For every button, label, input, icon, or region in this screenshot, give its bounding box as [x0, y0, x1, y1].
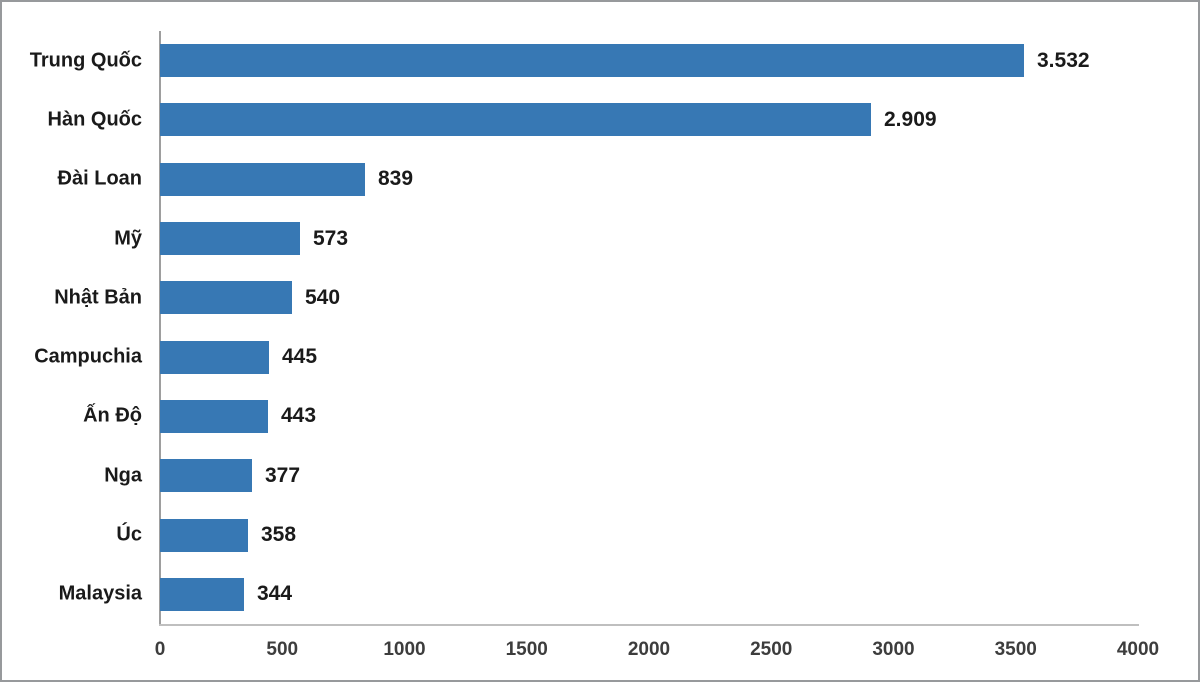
bar — [160, 162, 365, 196]
x-tick-label: 500 — [266, 639, 299, 660]
category-label: Đài Loan — [57, 167, 142, 190]
x-tick-label: 3000 — [872, 639, 915, 660]
bar — [160, 399, 268, 433]
category-label: Mỹ — [114, 227, 142, 250]
category-label: Ấn Độ — [83, 404, 142, 427]
category-label: Úc — [116, 523, 142, 546]
value-label: 358 — [261, 523, 297, 547]
value-label: 445 — [282, 345, 318, 369]
bar — [160, 518, 248, 552]
value-label: 573 — [313, 226, 349, 250]
value-label: 839 — [378, 167, 414, 191]
x-tick-label: 2000 — [627, 639, 671, 660]
x-tick-label: 1500 — [505, 639, 548, 660]
value-label: 344 — [257, 582, 293, 606]
category-label: Trung Quốc — [29, 49, 142, 72]
x-tick-label: 4000 — [1116, 639, 1160, 660]
category-label: Malaysia — [58, 582, 142, 605]
x-tick-label: 1000 — [383, 639, 426, 660]
category-label: Nhật Bản — [54, 286, 142, 309]
bar — [160, 577, 244, 611]
bar — [160, 222, 300, 256]
value-label: 540 — [305, 285, 341, 309]
value-label: 443 — [281, 404, 317, 428]
x-axis-line — [159, 624, 1139, 626]
x-tick-label: 3500 — [994, 639, 1037, 660]
value-label: 2.909 — [884, 107, 937, 131]
value-label: 3.532 — [1037, 48, 1090, 72]
bar — [160, 459, 252, 493]
x-tick-label: 2500 — [750, 639, 793, 660]
category-label: Campuchia — [34, 345, 142, 368]
y-axis-line — [159, 31, 161, 624]
bar — [160, 103, 871, 137]
value-label: 377 — [265, 463, 301, 487]
bar — [160, 281, 292, 315]
category-label: Hàn Quốc — [47, 108, 142, 131]
category-label: Nga — [104, 464, 142, 487]
x-tick-label: 0 — [154, 639, 166, 660]
bar — [160, 340, 269, 374]
bar — [160, 44, 1024, 78]
